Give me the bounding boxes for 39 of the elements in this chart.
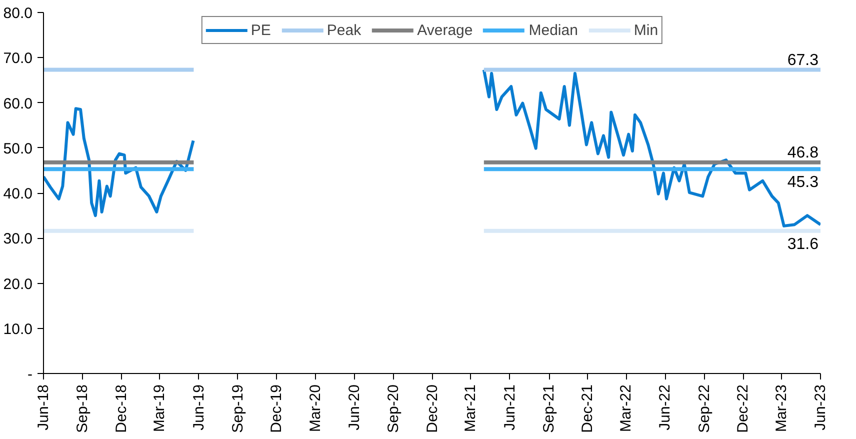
x-tick-label: Dec-20	[424, 384, 441, 433]
y-tick-label: 30.0	[3, 230, 33, 248]
x-tick-label: Jun-19	[190, 384, 208, 430]
x-tick-label: Mar-23	[772, 384, 790, 432]
x-tick-label: Sep-21	[540, 384, 558, 433]
legend-label: Peak	[326, 22, 362, 38]
y-tick-label: 50.0	[3, 140, 33, 158]
x-tick-label: Dec-21	[579, 384, 596, 433]
x-tick-label: Mar-22	[618, 384, 635, 432]
data-label: 45.3	[787, 174, 819, 192]
legend-label: Min	[634, 22, 658, 38]
y-tick-label: 60.0	[3, 95, 33, 112]
legend-label: Median	[528, 22, 578, 38]
x-tick-label: Dec-18	[112, 384, 130, 433]
legend-label: PE	[250, 22, 271, 38]
data-label: 46.8	[787, 144, 819, 162]
x-tick-label: Mar-21	[462, 384, 480, 432]
x-tick-label: Dec-22	[734, 384, 752, 433]
legend-label: Average	[417, 22, 473, 38]
x-tick-label: Jun-23	[812, 384, 829, 430]
x-tick-label: Jun-22	[656, 384, 674, 430]
x-tick-label: Jun-18	[35, 384, 52, 430]
x-tick-label: Mar-20	[306, 384, 324, 432]
x-tick-label: Jun-20	[346, 384, 364, 430]
x-tick-label: Jun-21	[501, 384, 518, 430]
y-tick-label: 40.0	[3, 186, 33, 202]
x-tick-label: Dec-19	[268, 384, 286, 433]
y-tick-label: -	[28, 366, 33, 383]
x-tick-label: Sep-20	[385, 384, 402, 433]
y-tick-label: 20.0	[3, 276, 33, 293]
y-tick-label: 10.0	[3, 320, 33, 338]
x-tick-label: Mar-19	[151, 384, 168, 432]
y-tick-label: 70.0	[3, 50, 33, 68]
data-label: 31.6	[787, 236, 819, 253]
x-tick-label: Sep-19	[229, 384, 246, 433]
x-tick-label: Sep-22	[696, 384, 713, 433]
data-label: 67.3	[787, 52, 819, 69]
y-tick-label: 80.0	[3, 5, 33, 22]
x-tick-label: Sep-18	[74, 384, 92, 433]
